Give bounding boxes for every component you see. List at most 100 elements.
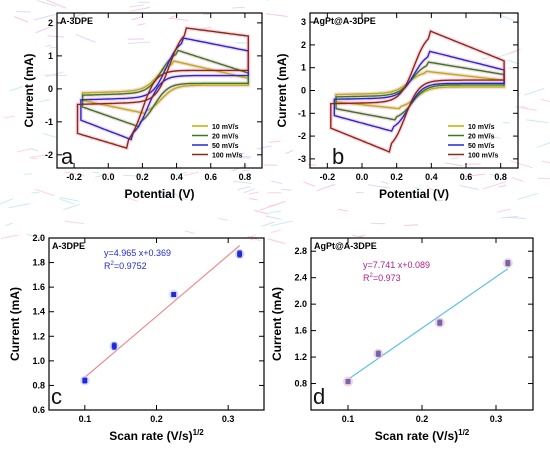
- background-scribble: [232, 6, 245, 9]
- legend-label: 20 mV/s: [212, 134, 239, 141]
- background-scribble: [542, 160, 550, 164]
- x-axis-label-superscript: 1/2: [458, 428, 470, 437]
- background-scribble: [482, 181, 506, 190]
- legend-label: 50 mV/s: [212, 143, 239, 150]
- x-tick-label: 0.2: [150, 414, 163, 424]
- background-scribble: [498, 50, 518, 58]
- fit-equation: y=4.965 x+0.369: [104, 248, 171, 258]
- panel-letter: a: [61, 144, 74, 169]
- background-scribble: [218, 218, 228, 221]
- background-scribble: [254, 209, 270, 215]
- y-tick-label: 1.8: [32, 258, 45, 268]
- background-scribble: [408, 192, 430, 201]
- panel-a: -0.2 0.0 0.2 0.4 0.6 0.8 -2 -1 0 1 2 A-3DPE Potentia…: [22, 12, 263, 201]
- legend-label: 10 mV/s: [212, 124, 239, 131]
- x-tick-label: 0.2: [136, 172, 149, 182]
- x-tick-label: -0.2: [66, 172, 82, 182]
- background-scribble: [352, 234, 363, 238]
- background-scribble: [515, 106, 537, 111]
- y-tick-label: 1.4: [32, 307, 45, 317]
- background-scribble: [0, 198, 14, 205]
- r-squared-label: R: [363, 273, 370, 283]
- background-scribble: [496, 208, 511, 213]
- y-tick-label: 0.6: [32, 405, 45, 415]
- background-scribble: [337, 208, 348, 212]
- background-scribble: [59, 198, 75, 205]
- background-scribble: [459, 184, 479, 191]
- background-scribble: [359, 234, 366, 237]
- background-scribble: [64, 171, 85, 176]
- x-tick-label: 0.8: [239, 172, 252, 182]
- y-tick-label: 0.8: [32, 380, 45, 390]
- background-scribble: [237, 186, 251, 191]
- background-scribble: [157, 190, 178, 196]
- x-axis-label-text: Potential (V): [124, 187, 194, 201]
- background-scribble: [176, 195, 188, 201]
- x-axis-label: Scan rate (V/s)1/2: [375, 428, 470, 443]
- background-scribble: [540, 98, 550, 103]
- series-line: [333, 50, 505, 132]
- x-tick-label: 0.2: [390, 172, 403, 182]
- background-scribble: [36, 236, 45, 239]
- chart-title: AgPt@A-3DPE: [314, 241, 377, 251]
- panel-d: 0.1 0.2 0.3 0.8 1.2 1.6 2.0 2.4 2.8 AgPt@A-3DPE Sc…: [270, 237, 534, 443]
- background-scribble: [404, 224, 419, 226]
- data-point: [505, 260, 511, 266]
- r-squared-label: R: [104, 261, 111, 271]
- background-scribble: [511, 176, 524, 182]
- x-tick-label: 0.6: [460, 172, 473, 182]
- x-axis-label-text: Scan rate (V/s): [109, 429, 192, 443]
- y-tick-label: 2: [48, 18, 53, 28]
- background-scribble: [333, 150, 341, 154]
- panel-letter: b: [332, 144, 344, 169]
- background-scribble: [256, 145, 272, 150]
- background-scribble: [35, 24, 56, 34]
- background-scribble: [60, 197, 79, 202]
- r-squared-value: =0.9752: [114, 261, 147, 271]
- chart-title: A-3DPE: [52, 241, 85, 251]
- legend-label: 10 mV/s: [468, 124, 495, 131]
- x-tick-label: 0.0: [102, 172, 115, 182]
- panel-letter: c: [51, 384, 62, 409]
- x-axis-label-text: Scan rate (V/s): [375, 429, 458, 443]
- x-axis-label-superscript: 1/2: [193, 428, 205, 437]
- background-scribble: [517, 192, 539, 200]
- x-axis-label: Potential (V): [379, 187, 449, 201]
- background-scribble: [33, 13, 57, 21]
- background-scribble: [465, 173, 486, 178]
- x-tick-label: 0.1: [342, 414, 355, 424]
- y-tick-label: 1.2: [294, 352, 307, 362]
- x-tick-label: 0.4: [425, 172, 438, 182]
- background-scribble: [507, 59, 519, 65]
- background-scribble: [481, 134, 501, 139]
- background-scribble: [122, 195, 139, 202]
- y-tick-label: 1.0: [32, 356, 45, 366]
- background-scribble: [526, 119, 549, 124]
- y-tick-label: 0: [301, 86, 306, 96]
- background-scribble: [42, 132, 57, 139]
- background-scribble: [249, 198, 258, 201]
- series-line: [330, 30, 505, 153]
- y-tick-label: 1: [48, 51, 53, 61]
- panel-c: 0.1 0.2 0.3 0.6 0.8 1.0 1.2 1.4 1.6 1.8 2.0 A-3DPE S…: [8, 233, 265, 443]
- legend-label: 100 mV/s: [468, 153, 498, 160]
- background-scribble: [14, 16, 28, 23]
- y-tick-label: 2.4: [294, 273, 307, 283]
- r-squared-superscript: 2: [111, 261, 115, 267]
- background-scribble: [123, 174, 147, 177]
- x-tick-label: 0.2: [416, 414, 429, 424]
- background-scribble: [4, 115, 15, 119]
- background-scribble: [508, 48, 521, 55]
- y-tick-label: 2.8: [294, 246, 307, 256]
- background-scribble: [427, 187, 436, 191]
- x-tick-label: 0.8: [494, 172, 507, 182]
- background-scribble: [153, 192, 162, 196]
- chart-title: A-3DPE: [60, 16, 93, 26]
- background-scribble: [434, 199, 443, 202]
- background-scribble: [47, 35, 64, 38]
- background-scribble: [37, 0, 57, 7]
- background-scribble: [316, 183, 336, 192]
- background-scribble: [489, 173, 506, 181]
- y-tick-label: 0.8: [294, 379, 307, 389]
